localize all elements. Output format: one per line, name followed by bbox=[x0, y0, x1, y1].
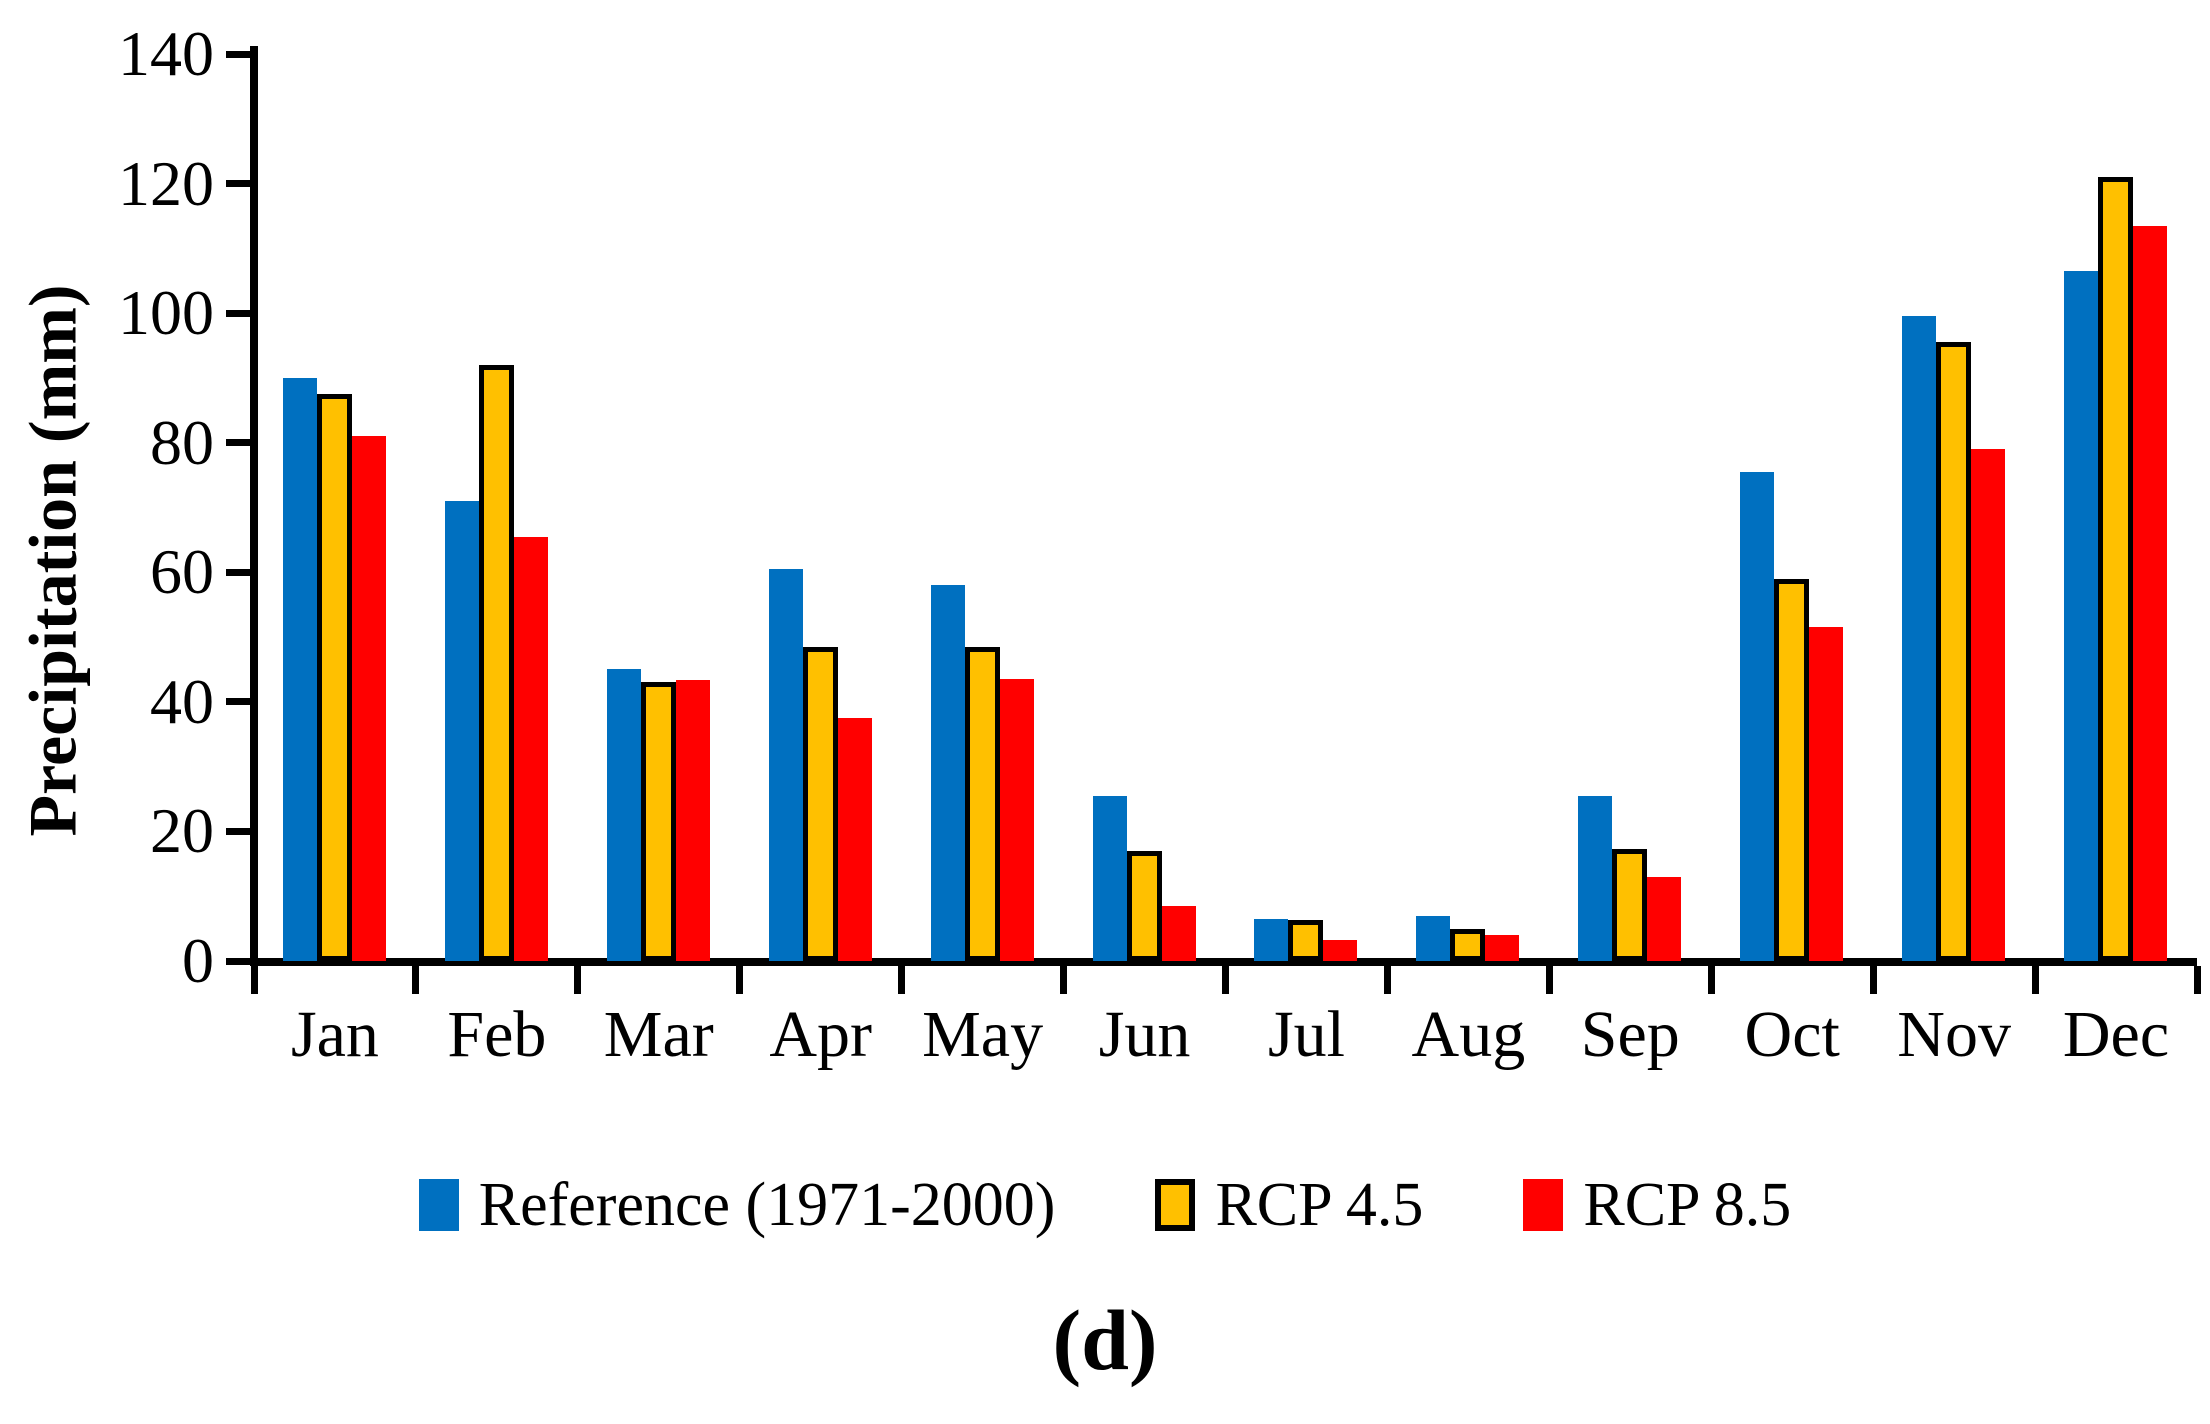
bar-reference-1971-2000--aug bbox=[1416, 915, 1451, 961]
bar-rcp-4-5-oct bbox=[1774, 578, 1810, 961]
x-axis-tick bbox=[1383, 966, 1391, 994]
bar-rcp-8-5-nov bbox=[1971, 449, 2006, 961]
y-axis-tick bbox=[226, 568, 250, 576]
legend-swatch-rcp-8-5 bbox=[1523, 1179, 1564, 1231]
y-axis-tick-label: 40 bbox=[150, 665, 214, 737]
x-category-label: Jun bbox=[1098, 998, 1191, 1071]
bar-rcp-4-5-apr bbox=[802, 646, 838, 961]
x-category-label: Nov bbox=[1897, 998, 2011, 1071]
bar-reference-1971-2000--nov bbox=[1902, 316, 1937, 961]
x-category-label: Mar bbox=[603, 998, 714, 1071]
bar-reference-1971-2000--jun bbox=[1092, 795, 1127, 961]
x-axis-spine bbox=[250, 958, 2197, 966]
x-axis-tick bbox=[2193, 966, 2201, 994]
x-axis-tick bbox=[250, 966, 258, 994]
y-axis-tick bbox=[226, 827, 250, 835]
bar-rcp-8-5-jun bbox=[1161, 905, 1196, 961]
figure-caption: (d) bbox=[1052, 1292, 1158, 1388]
bar-rcp-4-5-jan bbox=[316, 394, 352, 961]
x-category-label: Oct bbox=[1744, 998, 1840, 1071]
x-category-label: Jan bbox=[290, 998, 379, 1071]
bar-reference-1971-2000--sep bbox=[1578, 795, 1613, 961]
x-axis-tick bbox=[1222, 966, 1229, 994]
bar-rcp-8-5-aug bbox=[1485, 935, 1520, 961]
bar-rcp-8-5-oct bbox=[1809, 627, 1844, 961]
y-axis-tick-label: 20 bbox=[150, 795, 214, 867]
x-axis-tick bbox=[1060, 966, 1068, 994]
legend-label: Reference (1971-2000) bbox=[478, 1171, 1056, 1239]
bar-reference-1971-2000--may bbox=[930, 585, 965, 961]
y-axis-tick bbox=[226, 50, 250, 58]
y-axis-tick-label: 140 bbox=[118, 18, 214, 89]
x-category-label: Apr bbox=[769, 998, 873, 1071]
bar-rcp-4-5-sep bbox=[1612, 848, 1648, 961]
y-axis-tick bbox=[226, 180, 250, 188]
x-axis-tick bbox=[1869, 966, 1877, 994]
bar-reference-1971-2000--apr bbox=[768, 569, 803, 961]
legend-swatch-reference-1971-2000- bbox=[418, 1179, 459, 1231]
bar-rcp-4-5-jun bbox=[1126, 850, 1162, 961]
bar-rcp-8-5-mar bbox=[675, 680, 710, 961]
bar-reference-1971-2000--feb bbox=[444, 501, 479, 961]
bar-rcp-8-5-apr bbox=[837, 718, 872, 961]
y-axis-tick-label: 0 bbox=[182, 925, 214, 996]
bar-reference-1971-2000--mar bbox=[606, 669, 641, 961]
legend-item: RCP 4.5 bbox=[1155, 1174, 1423, 1236]
legend-swatch-rcp-4-5 bbox=[1155, 1179, 1196, 1231]
y-axis-tick bbox=[226, 698, 250, 706]
bar-reference-1971-2000--oct bbox=[1740, 471, 1775, 961]
x-category-label: Sep bbox=[1580, 998, 1680, 1071]
bar-reference-1971-2000--dec bbox=[2064, 271, 2099, 961]
bar-rcp-4-5-jul bbox=[1288, 920, 1324, 961]
legend-label: RCP 4.5 bbox=[1215, 1171, 1424, 1239]
y-axis-tick bbox=[226, 439, 250, 447]
x-category-label: Jul bbox=[1267, 998, 1345, 1071]
bar-rcp-8-5-jan bbox=[351, 436, 386, 961]
bar-rcp-4-5-mar bbox=[640, 682, 676, 961]
legend-label: RCP 8.5 bbox=[1583, 1171, 1792, 1239]
bar-rcp-4-5-nov bbox=[1936, 342, 1972, 961]
bar-rcp-8-5-jul bbox=[1323, 940, 1358, 961]
x-category-label: Dec bbox=[2062, 998, 2170, 1071]
x-axis-tick bbox=[898, 966, 906, 994]
chart-legend: Reference (1971-2000) RCP 4.5 RCP 8.5 bbox=[0, 1150, 2210, 1260]
y-axis-tick bbox=[226, 957, 250, 965]
bar-reference-1971-2000--jul bbox=[1254, 918, 1289, 961]
bar-reference-1971-2000--jan bbox=[282, 377, 317, 961]
x-axis-tick bbox=[1545, 966, 1553, 994]
y-axis-tick-label: 60 bbox=[150, 536, 214, 608]
x-axis-tick bbox=[574, 966, 582, 994]
bar-rcp-4-5-feb bbox=[478, 364, 514, 961]
bar-rcp-8-5-feb bbox=[513, 536, 548, 961]
x-axis-tick bbox=[736, 966, 744, 994]
x-category-label: Feb bbox=[447, 998, 547, 1071]
legend-item: Reference (1971-2000) bbox=[418, 1171, 1056, 1239]
bar-rcp-4-5-dec bbox=[2098, 177, 2134, 961]
y-axis-tick-label: 80 bbox=[150, 406, 214, 478]
x-axis-tick bbox=[412, 966, 420, 994]
bar-rcp-8-5-may bbox=[999, 679, 1034, 961]
bar-rcp-4-5-may bbox=[964, 646, 1000, 961]
bar-rcp-4-5-aug bbox=[1450, 928, 1486, 961]
y-axis-spine bbox=[250, 46, 258, 965]
x-axis-tick bbox=[1707, 966, 1715, 994]
y-axis-tick-label: 120 bbox=[118, 147, 214, 219]
x-category-label: May bbox=[922, 998, 1044, 1071]
y-axis-tick-label: 100 bbox=[118, 277, 214, 349]
legend-item: RCP 8.5 bbox=[1523, 1174, 1791, 1236]
x-axis-tick bbox=[2031, 966, 2039, 994]
y-axis-tick bbox=[226, 309, 250, 317]
bar-rcp-8-5-sep bbox=[1647, 876, 1682, 961]
x-category-label: Aug bbox=[1411, 998, 1526, 1071]
bar-rcp-8-5-dec bbox=[2133, 225, 2168, 961]
